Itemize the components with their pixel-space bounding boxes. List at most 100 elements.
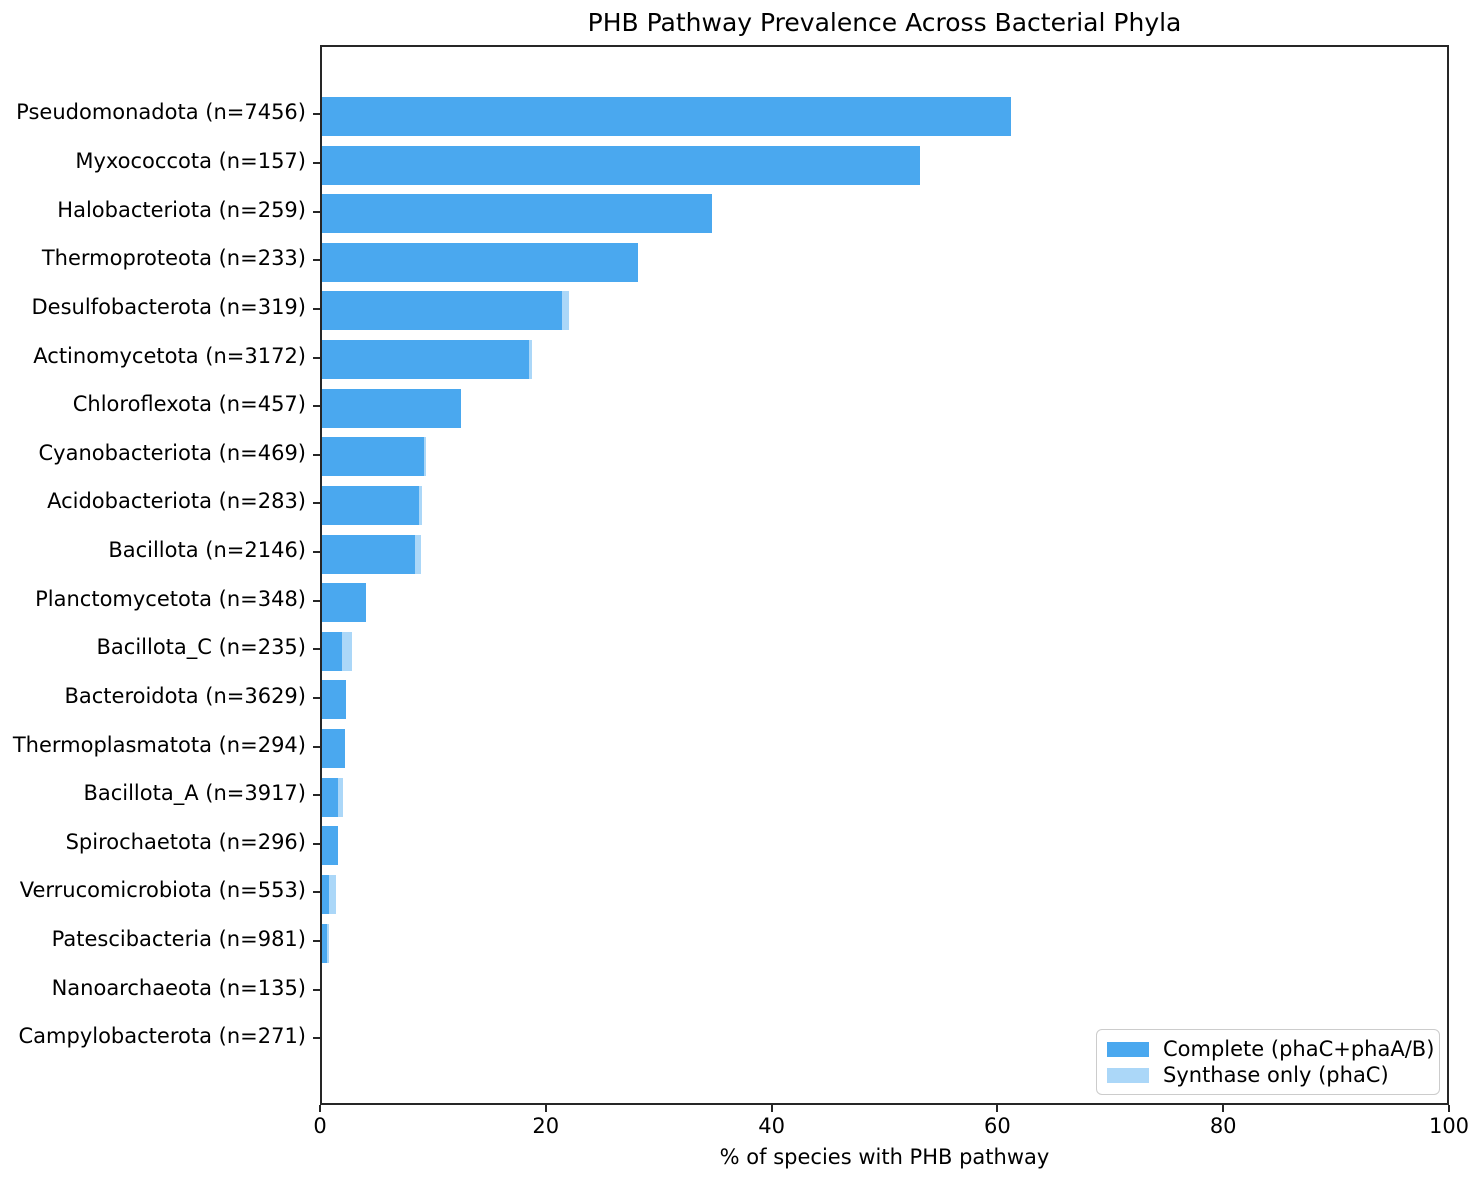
y-axis-tick bbox=[313, 356, 320, 359]
bar-row bbox=[322, 194, 1451, 234]
y-axis-category-label: Thermoplasmatota (n=294) bbox=[12, 732, 306, 757]
y-axis-category-label: Pseudomonadota (n=7456) bbox=[16, 100, 306, 125]
bar-row bbox=[322, 680, 1451, 720]
y-axis-tick bbox=[313, 210, 320, 213]
y-axis-category-label: Bacillota_C (n=235) bbox=[96, 635, 307, 660]
bar-segment-synthase-only bbox=[419, 485, 423, 525]
y-axis-category-label: Actinomycetota (n=3172) bbox=[33, 343, 306, 368]
y-axis-tick bbox=[313, 794, 320, 797]
bar-row bbox=[322, 534, 1451, 574]
x-axis-tick bbox=[996, 1105, 999, 1112]
x-axis-tick bbox=[319, 1105, 321, 1112]
y-axis-category-label: Campylobacterota (n=271) bbox=[18, 1024, 307, 1049]
legend-label-complete: Complete (phaC+phaA/B) bbox=[1163, 1037, 1435, 1061]
x-axis-tick-label: 100 bbox=[1428, 1114, 1470, 1138]
y-axis-tick bbox=[313, 599, 320, 602]
y-axis-category-label: Thermoproteota (n=233) bbox=[41, 246, 306, 271]
bar-segment-complete bbox=[322, 340, 529, 380]
bar-row bbox=[322, 972, 1451, 1011]
y-axis-tick bbox=[313, 648, 320, 651]
legend-swatch-complete-icon bbox=[1107, 1041, 1149, 1057]
bar-row bbox=[322, 340, 1451, 380]
x-axis-tick bbox=[544, 1105, 547, 1112]
y-axis-category-label: Chloroflexota (n=457) bbox=[72, 392, 306, 417]
bar-segment-synthase-only bbox=[337, 777, 344, 817]
x-axis-tick-label: 20 bbox=[532, 1114, 560, 1138]
legend-entry-synthase: Synthase only (phaC) bbox=[1107, 1063, 1429, 1087]
bar-row bbox=[322, 145, 1451, 185]
y-axis-tick bbox=[313, 307, 320, 310]
y-axis-tick bbox=[313, 842, 320, 845]
bar-segment-complete bbox=[322, 777, 338, 817]
y-axis-category-label: Bacteroidota (n=3629) bbox=[64, 683, 306, 708]
y-axis-category-label: Bacillota (n=2146) bbox=[108, 538, 306, 563]
y-axis-category-label: Planctomycetota (n=348) bbox=[35, 586, 306, 611]
y-axis-tick bbox=[313, 988, 320, 991]
bar-segment-synthase-only bbox=[414, 534, 422, 574]
bar-segment-complete bbox=[322, 583, 367, 623]
bar-segment-synthase-only bbox=[562, 291, 570, 331]
x-axis-tick-label: 60 bbox=[984, 1114, 1011, 1138]
y-axis-tick bbox=[313, 502, 320, 505]
y-axis-tick bbox=[313, 162, 320, 165]
y-axis-category-label: Spirochaetota (n=296) bbox=[65, 829, 306, 854]
x-axis-label: % of species with PHB pathway bbox=[719, 1145, 1050, 1169]
bar-segment-complete bbox=[322, 96, 1011, 136]
y-axis-category-label: Acidobacteriota (n=283) bbox=[47, 489, 306, 514]
y-axis-category-label: Cyanobacteriota (n=469) bbox=[38, 440, 306, 465]
y-axis-tick bbox=[313, 940, 320, 943]
bar-row bbox=[322, 291, 1451, 331]
y-axis-tick bbox=[313, 745, 320, 748]
x-axis-tick bbox=[770, 1105, 773, 1112]
bar-segment-complete bbox=[322, 874, 329, 914]
y-axis-category-label: Halobacteriota (n=259) bbox=[57, 197, 306, 222]
bar-segment-complete bbox=[322, 485, 420, 525]
y-axis-category-label: Bacillota_A (n=3917) bbox=[83, 781, 306, 806]
y-axis-category-label: Desulfobacterota (n=319) bbox=[31, 294, 307, 319]
y-axis-tick bbox=[313, 1037, 320, 1040]
bar-segment-synthase-only bbox=[342, 631, 353, 671]
chart-title: PHB Pathway Prevalence Across Bacterial … bbox=[587, 8, 1182, 37]
y-axis-category-label: Patescibacteria (n=981) bbox=[51, 927, 306, 952]
legend: Complete (phaC+phaA/B) Synthase only (ph… bbox=[1096, 1029, 1440, 1095]
y-axis-tick bbox=[313, 113, 320, 116]
y-axis-tick bbox=[313, 696, 320, 699]
bar-segment-complete bbox=[322, 291, 563, 331]
y-axis-category-label: Verrucomicrobiota (n=553) bbox=[19, 878, 306, 903]
bar-segment-complete bbox=[322, 242, 639, 282]
bar-segment-complete bbox=[322, 388, 461, 428]
bar-segment-complete bbox=[322, 534, 415, 574]
y-axis-category-label: Nanoarchaeota (n=135) bbox=[51, 975, 306, 1000]
bar-row bbox=[322, 96, 1451, 136]
x-axis-tick-label: 80 bbox=[1209, 1114, 1237, 1138]
x-axis-tick-label: 40 bbox=[758, 1114, 785, 1138]
bar-row bbox=[322, 631, 1451, 671]
x-axis-tick bbox=[1448, 1105, 1450, 1112]
bar-segment-complete bbox=[322, 729, 345, 769]
y-axis-category-label: Myxococcota (n=157) bbox=[75, 149, 306, 174]
bar-segment-synthase-only bbox=[423, 437, 426, 477]
y-axis-tick bbox=[313, 551, 320, 554]
x-axis-tick-label: 0 bbox=[313, 1114, 327, 1138]
bar-row bbox=[322, 874, 1451, 914]
bar-row bbox=[322, 242, 1451, 282]
bar-segment-complete bbox=[322, 437, 424, 477]
plot-area bbox=[320, 45, 1449, 1105]
bar-segment-complete bbox=[322, 145, 921, 185]
bar-segment-complete bbox=[322, 923, 327, 963]
bar-row bbox=[322, 485, 1451, 525]
bar-segment-complete bbox=[322, 631, 343, 671]
bar-segment-synthase-only bbox=[328, 874, 336, 914]
bar-segment-complete bbox=[322, 194, 712, 234]
x-axis-tick bbox=[1222, 1105, 1225, 1112]
bar-row bbox=[322, 729, 1451, 769]
legend-label-synthase: Synthase only (phaC) bbox=[1163, 1063, 1389, 1087]
bar-row bbox=[322, 923, 1451, 963]
bar-row bbox=[322, 826, 1451, 866]
legend-swatch-synthase-icon bbox=[1107, 1067, 1149, 1083]
y-axis-tick bbox=[313, 405, 320, 408]
y-axis-tick bbox=[313, 259, 320, 262]
y-axis-tick bbox=[313, 891, 320, 894]
bar-row bbox=[322, 437, 1451, 477]
